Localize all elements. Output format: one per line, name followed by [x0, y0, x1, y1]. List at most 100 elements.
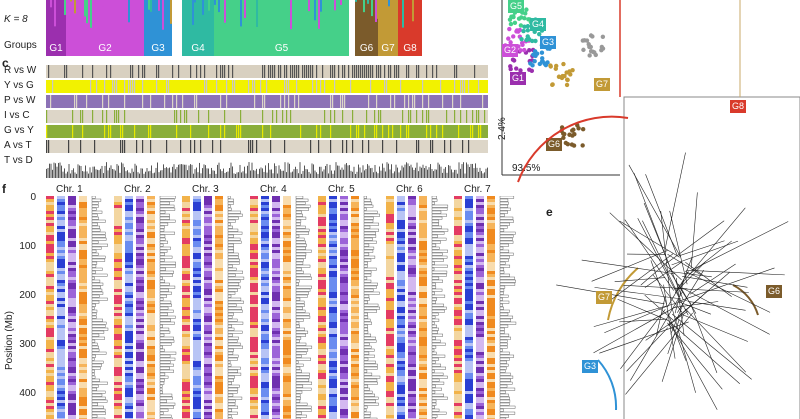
chromosome-band — [465, 238, 473, 241]
chromosome-band — [114, 241, 122, 244]
chromosome-hist-bar — [159, 390, 163, 394]
chromosome-band — [46, 223, 54, 226]
chromosome-hist-bar — [431, 216, 443, 220]
chromosome-hist-bar — [431, 240, 441, 244]
pca-point — [506, 36, 511, 41]
tree-branch — [677, 269, 705, 313]
chromosome-band — [125, 376, 133, 379]
chromosome-band — [215, 289, 223, 292]
chromosome-band — [68, 223, 76, 226]
trait-mark — [294, 65, 296, 78]
chromosome-band — [215, 292, 223, 295]
chromosome-band — [283, 412, 291, 415]
chromosome-band — [487, 328, 495, 331]
chromosome-band — [465, 379, 473, 382]
chromosome-band — [351, 370, 359, 373]
trait-mark — [320, 80, 322, 93]
chromosome-hist-bar — [431, 375, 448, 379]
trait-mark — [330, 140, 332, 153]
chromosome-band — [476, 391, 484, 394]
chromosome-band — [476, 220, 484, 223]
chromosome-band — [283, 196, 291, 199]
chromosome-band — [419, 286, 427, 289]
chromosome-band — [261, 307, 269, 310]
chromosome-band — [57, 385, 65, 388]
chromosome-band — [147, 208, 155, 211]
chromosome-band — [204, 214, 212, 217]
chromosome-hist-bar — [159, 381, 165, 385]
chromosome-band — [46, 262, 54, 265]
chromosome-band — [419, 391, 427, 394]
chromosome-hist-bar — [431, 264, 448, 268]
pca-point — [548, 63, 553, 68]
chromosome-band — [476, 274, 484, 277]
trait-mark — [176, 125, 178, 138]
chromosome-band — [204, 370, 212, 373]
chromosome-band — [272, 379, 280, 382]
chromosome-band — [136, 301, 144, 304]
chromosome-hist-bar — [159, 198, 175, 202]
chromosome-band — [57, 268, 65, 271]
chromosome-band — [79, 385, 87, 388]
chromosome-band — [136, 199, 144, 202]
chromosome-band — [386, 226, 394, 229]
chromosome-band — [57, 286, 65, 289]
chromosome-band — [386, 394, 394, 397]
chromosome-band — [340, 388, 348, 391]
chromosome-band — [125, 262, 133, 265]
chromosome-hist-bar — [431, 297, 437, 301]
tree-branch — [666, 220, 725, 264]
tree-branch — [645, 174, 678, 255]
trait-mark — [298, 65, 300, 78]
chromosome-band — [318, 364, 326, 367]
trait-mark — [144, 65, 146, 78]
chromosome-band — [487, 241, 495, 244]
chromosome-band — [329, 310, 337, 313]
chromosome-band — [193, 223, 201, 226]
chromosome-band — [465, 391, 473, 394]
chromosome-band — [329, 376, 337, 379]
chromosome-band — [397, 391, 405, 394]
chromosome-band — [182, 346, 190, 349]
pca-point — [600, 34, 606, 39]
trait-mark — [92, 110, 94, 123]
chromosome-band — [397, 343, 405, 346]
chromosome-hist-bar — [227, 255, 239, 259]
trait-bar — [280, 169, 281, 178]
chromosome-band — [386, 259, 394, 262]
trait-bar — [473, 168, 475, 178]
chromosome-band — [283, 406, 291, 409]
chromosome-band — [272, 322, 280, 325]
chromosome-band — [136, 241, 144, 244]
chromosome-band — [250, 346, 258, 349]
chromosome-hist-bar — [227, 288, 238, 292]
trait-mark — [310, 65, 312, 78]
chromosome-band — [419, 310, 427, 313]
chromosome-band — [79, 355, 87, 358]
chromosome-band — [351, 250, 359, 253]
chromosome-hist-bar — [295, 204, 311, 208]
chromosome-band — [57, 220, 65, 223]
chromosome-band — [329, 343, 337, 346]
chromosome-hist-bar — [363, 393, 375, 397]
chromosome-hist-bar — [431, 354, 446, 358]
trait-mark — [94, 140, 96, 153]
chromosome-band — [125, 409, 133, 412]
chromosome-band — [476, 373, 484, 376]
chromosome-hist-bar — [227, 381, 232, 385]
chromosome-band — [204, 196, 212, 199]
chromosome-band — [419, 268, 427, 271]
chromosome-band — [136, 358, 144, 361]
chromosome-hist-bar — [159, 315, 176, 319]
trait-mark — [366, 110, 368, 123]
chromosome-band — [125, 391, 133, 394]
pca-point — [508, 21, 514, 27]
trait-mark — [122, 140, 124, 153]
chromosome-band — [272, 382, 280, 385]
chromosome-band — [68, 238, 76, 241]
chromosome-band — [340, 343, 348, 346]
chromosome-band — [182, 337, 190, 340]
chromosome-band — [79, 400, 87, 403]
pca-point — [553, 66, 559, 71]
trait-mark — [46, 140, 48, 153]
